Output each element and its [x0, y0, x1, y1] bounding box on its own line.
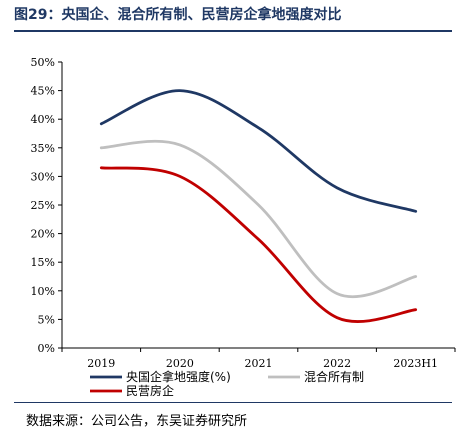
series-line-3 [99, 166, 418, 323]
y-tick-label: 5% [38, 313, 55, 326]
y-tick-label: 50% [31, 56, 55, 69]
y-tick-label: 45% [31, 85, 55, 98]
y-tick-label: 35% [31, 142, 55, 155]
legend-label-2: 混合所有制 [304, 369, 364, 384]
title-rule [14, 30, 452, 32]
source-rule [14, 402, 452, 403]
legend-label-3: 民营房企 [126, 383, 174, 398]
y-tick-label: 25% [31, 199, 55, 212]
x-tick-label: 2021 [245, 357, 273, 370]
series-line-1 [99, 89, 418, 213]
y-tick-label: 10% [31, 285, 55, 298]
series-line-2 [99, 139, 418, 299]
y-tick-label: 20% [31, 228, 55, 241]
y-tick-label: 0% [38, 342, 55, 355]
x-tick-label: 2020 [166, 357, 194, 370]
x-tick-label: 2023H1 [393, 357, 438, 370]
y-tick-label: 30% [31, 170, 55, 183]
legend-label-1: 央国企拿地强度(%) [126, 369, 231, 384]
y-tick-label: 15% [31, 256, 55, 269]
figure-title: 图29：央国企、混合所有制、民营房企拿地强度对比 [14, 7, 342, 23]
y-tick-label: 40% [31, 113, 55, 126]
source-note: 数据来源：公司公告，东吴证券研究所 [26, 414, 248, 429]
line-chart: 0% 5% 10% 15% 20% 25% 30% 35% 40% 45% 50% 2019 2020 2… [31, 56, 456, 398]
x-tick-label: 2019 [87, 357, 115, 370]
x-tick-label: 2022 [323, 357, 351, 370]
